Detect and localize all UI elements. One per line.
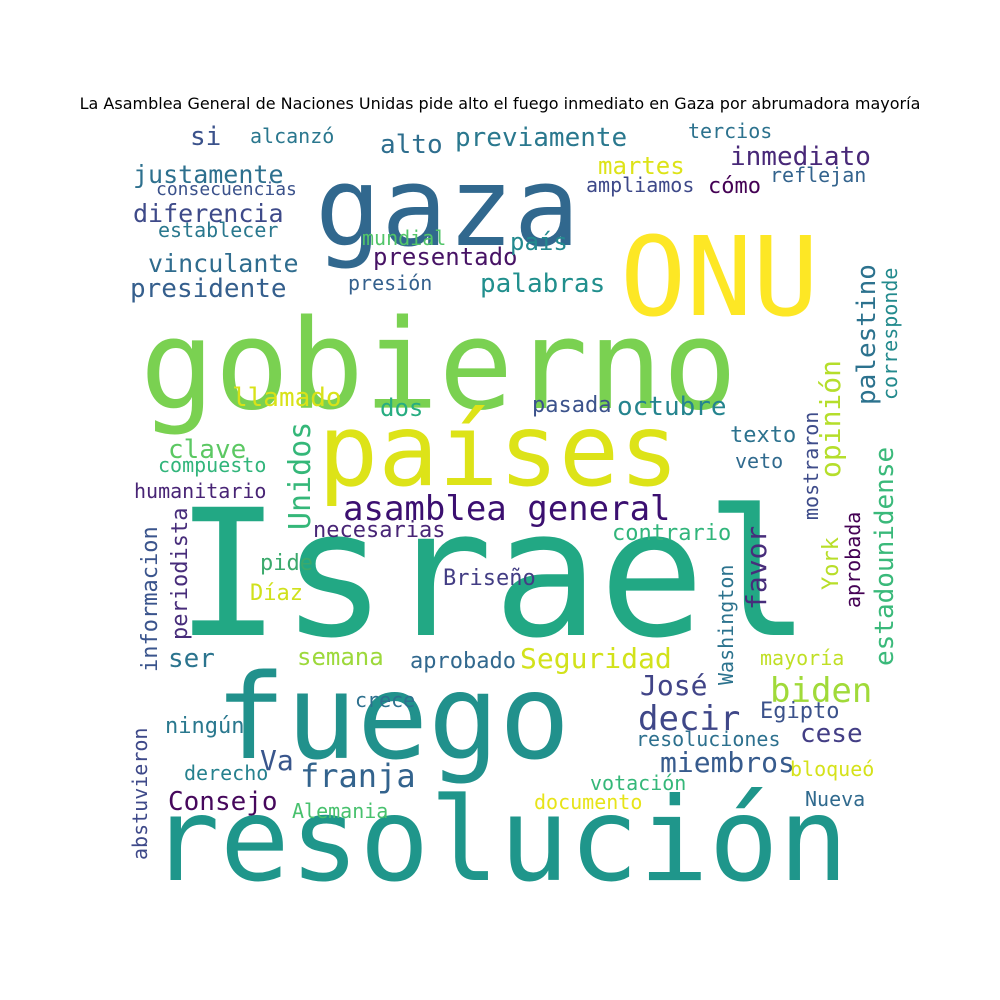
word-25: alto	[380, 130, 443, 160]
word-43: periodista	[168, 508, 193, 640]
word-5: países	[318, 392, 679, 509]
word-34: Va	[260, 744, 294, 777]
word-35: José	[640, 669, 707, 702]
word-23: inmediato	[730, 142, 871, 172]
word-74: resoluciones	[636, 727, 781, 751]
word-32: favor	[740, 526, 773, 610]
word-42: aprobada	[841, 512, 865, 608]
word-19: decir	[638, 699, 740, 739]
word-38: informacion	[138, 526, 163, 672]
word-72: documento	[534, 790, 642, 814]
word-67: reflejan	[770, 163, 866, 187]
word-51: semana	[297, 643, 384, 671]
word-53: aprobado	[410, 649, 516, 674]
word-27: clave	[168, 435, 246, 465]
word-44: Briseño	[443, 566, 536, 591]
word-29: presentado	[373, 243, 518, 271]
word-70: consecuencias	[156, 179, 297, 200]
word-28: llamado	[232, 383, 342, 413]
word-14: vinculante	[148, 249, 299, 278]
word-60: dos	[380, 394, 423, 422]
word-65: cómo	[708, 174, 761, 199]
word-47: ser	[168, 644, 215, 674]
word-48: ningún	[165, 714, 244, 739]
word-21: Seguridad	[520, 642, 672, 675]
word-63: mundial	[362, 226, 446, 250]
word-69: alcanzó	[250, 124, 334, 148]
word-68: tercios	[688, 119, 772, 143]
word-77: bloqueó	[790, 757, 874, 781]
word-6: ONU	[620, 213, 819, 341]
word-12: diferencia	[133, 199, 284, 228]
word-10: previamente	[455, 123, 627, 153]
word-76: mayoría	[760, 646, 844, 670]
word-0: Israel	[175, 472, 811, 677]
word-50: Alemania	[292, 799, 388, 823]
word-11: justamente	[133, 160, 284, 189]
word-62: país	[510, 228, 568, 256]
word-18: biden	[770, 671, 872, 711]
word-30: miembros	[660, 746, 795, 779]
word-57: compuesto	[158, 453, 266, 477]
word-17: opinión	[814, 360, 847, 478]
word-3: fuego	[215, 648, 570, 786]
word-71: establecer	[158, 218, 278, 242]
word-9: estadounidense	[870, 447, 900, 666]
word-24: martes	[598, 152, 685, 180]
chart-title: La Asamblea General de Naciones Unidas p…	[79, 94, 921, 113]
word-37: corresponde	[878, 268, 902, 400]
word-61: pasada	[532, 393, 611, 418]
word-8: Unidos	[283, 422, 318, 530]
word-39: abstuvieron	[128, 728, 152, 860]
word-41: York	[819, 537, 844, 590]
word-31: Consejo	[168, 787, 278, 817]
word-56: humanitario	[134, 479, 266, 503]
word-73: votación	[590, 771, 686, 795]
word-45: Díaz	[250, 581, 303, 606]
word-49: derecho	[184, 761, 268, 785]
word-36: mostraron	[799, 412, 823, 520]
word-15: palabras	[480, 269, 605, 299]
word-66: ampliamos	[586, 173, 694, 197]
word-54: necesarias	[313, 518, 445, 543]
word-22: octubre	[617, 392, 727, 422]
word-2: resolución	[150, 773, 848, 908]
word-75: Egipto	[760, 699, 839, 724]
word-55: contrario	[612, 521, 731, 546]
word-16: palestino	[852, 264, 882, 405]
word-64: presión	[348, 271, 432, 295]
word-20: franja	[300, 757, 416, 795]
word-13: presidente	[130, 274, 287, 304]
word-26: si	[190, 122, 221, 152]
word-59: veto	[735, 449, 783, 473]
word-78: Nueva	[805, 787, 865, 811]
word-46: pide	[260, 551, 313, 576]
word-4: gaza	[315, 143, 580, 271]
word-52: crece	[355, 688, 415, 712]
word-58: texto	[730, 423, 796, 448]
word-40: Washington	[714, 565, 738, 685]
word-33: cese	[800, 719, 863, 749]
word-1: gobierno	[140, 294, 737, 438]
word-7: asamblea general	[343, 489, 671, 529]
